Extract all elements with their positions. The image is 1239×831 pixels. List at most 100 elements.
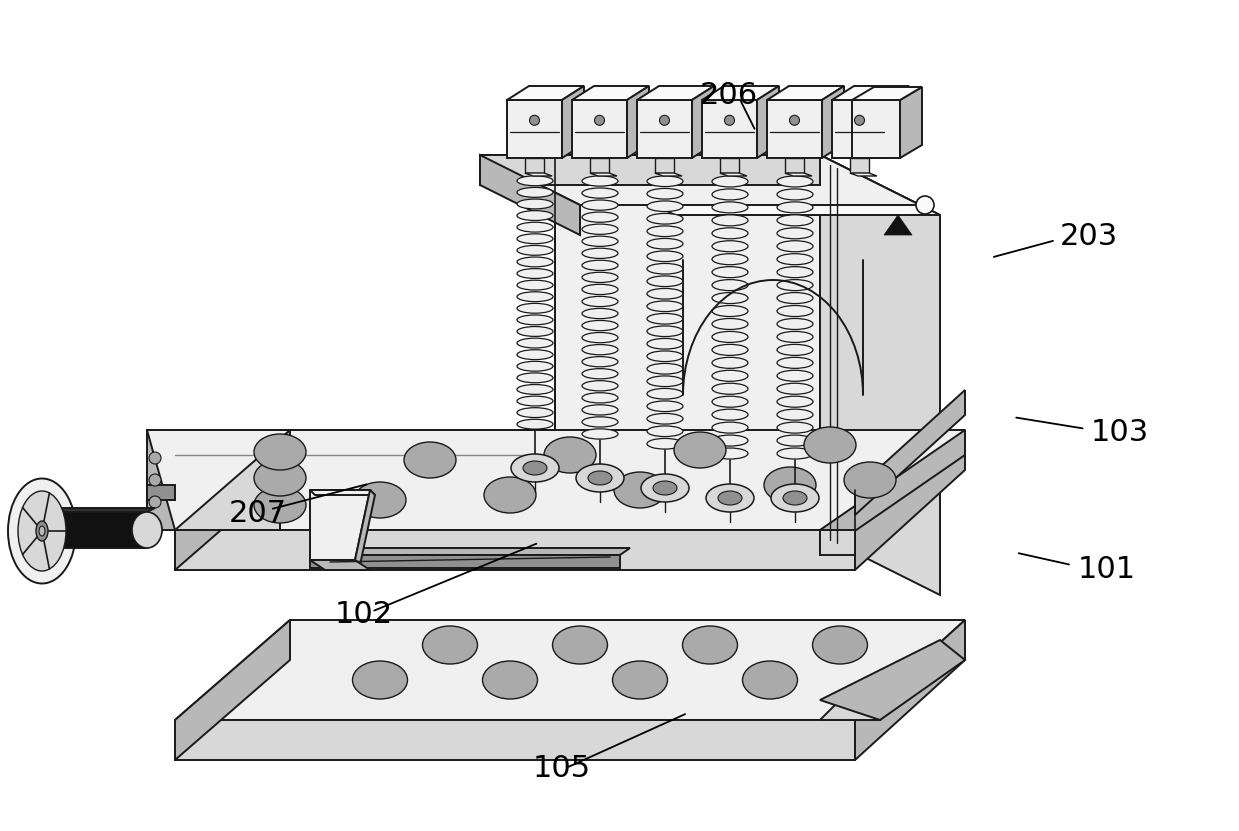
- Polygon shape: [900, 87, 922, 158]
- Polygon shape: [786, 158, 804, 173]
- Ellipse shape: [647, 414, 683, 424]
- Ellipse shape: [254, 487, 306, 523]
- Ellipse shape: [783, 491, 807, 505]
- Ellipse shape: [647, 376, 683, 386]
- Ellipse shape: [517, 361, 553, 371]
- Ellipse shape: [133, 512, 162, 548]
- Polygon shape: [850, 173, 877, 176]
- Polygon shape: [479, 155, 580, 235]
- Ellipse shape: [712, 332, 748, 342]
- Ellipse shape: [149, 496, 161, 508]
- Ellipse shape: [422, 626, 477, 664]
- Ellipse shape: [712, 202, 748, 213]
- Ellipse shape: [777, 448, 813, 459]
- Ellipse shape: [712, 241, 748, 252]
- Polygon shape: [703, 86, 779, 100]
- Ellipse shape: [647, 388, 683, 399]
- Ellipse shape: [777, 176, 813, 187]
- Polygon shape: [820, 430, 965, 555]
- Polygon shape: [767, 86, 844, 100]
- Ellipse shape: [804, 427, 856, 463]
- Ellipse shape: [777, 293, 813, 303]
- Ellipse shape: [712, 279, 748, 291]
- Polygon shape: [703, 100, 757, 158]
- Polygon shape: [720, 173, 747, 176]
- Ellipse shape: [844, 462, 896, 498]
- Polygon shape: [563, 86, 584, 158]
- Ellipse shape: [576, 464, 624, 492]
- Ellipse shape: [855, 116, 865, 125]
- Polygon shape: [175, 620, 965, 720]
- Polygon shape: [356, 490, 375, 565]
- Ellipse shape: [517, 234, 553, 243]
- Polygon shape: [175, 720, 855, 760]
- Ellipse shape: [517, 315, 553, 325]
- Ellipse shape: [712, 253, 748, 265]
- Ellipse shape: [517, 350, 553, 360]
- Polygon shape: [175, 430, 965, 530]
- Ellipse shape: [777, 371, 813, 381]
- Ellipse shape: [647, 214, 683, 224]
- Ellipse shape: [712, 176, 748, 187]
- Text: 101: 101: [1078, 555, 1136, 583]
- Ellipse shape: [659, 116, 669, 125]
- Polygon shape: [572, 86, 649, 100]
- Ellipse shape: [916, 196, 934, 214]
- Ellipse shape: [353, 661, 408, 699]
- Polygon shape: [855, 430, 965, 570]
- Ellipse shape: [647, 226, 683, 237]
- Text: 203: 203: [1059, 223, 1118, 251]
- Polygon shape: [850, 158, 869, 173]
- Text: 103: 103: [1090, 418, 1149, 446]
- Ellipse shape: [777, 202, 813, 213]
- Ellipse shape: [712, 318, 748, 329]
- Ellipse shape: [582, 248, 618, 258]
- Text: 102: 102: [335, 601, 393, 629]
- Ellipse shape: [683, 626, 737, 664]
- Polygon shape: [507, 86, 584, 100]
- Polygon shape: [855, 620, 965, 760]
- Ellipse shape: [582, 212, 618, 222]
- Polygon shape: [757, 86, 779, 158]
- Ellipse shape: [517, 373, 553, 383]
- Polygon shape: [820, 640, 965, 720]
- Ellipse shape: [712, 435, 748, 446]
- Ellipse shape: [647, 313, 683, 324]
- Ellipse shape: [544, 437, 596, 473]
- Ellipse shape: [404, 442, 456, 478]
- Polygon shape: [655, 173, 681, 176]
- Text: 105: 105: [533, 755, 591, 783]
- Polygon shape: [479, 155, 921, 205]
- Ellipse shape: [615, 472, 667, 508]
- Ellipse shape: [647, 439, 683, 449]
- Ellipse shape: [595, 116, 605, 125]
- Ellipse shape: [582, 393, 618, 403]
- Ellipse shape: [653, 481, 676, 495]
- Polygon shape: [693, 86, 714, 158]
- Ellipse shape: [517, 385, 553, 395]
- Ellipse shape: [582, 321, 618, 331]
- Ellipse shape: [647, 176, 683, 187]
- Ellipse shape: [582, 176, 618, 186]
- Ellipse shape: [647, 338, 683, 349]
- Ellipse shape: [712, 344, 748, 356]
- Polygon shape: [887, 86, 909, 158]
- Ellipse shape: [647, 238, 683, 249]
- Polygon shape: [310, 490, 375, 495]
- Polygon shape: [175, 530, 855, 570]
- Polygon shape: [479, 155, 820, 185]
- Ellipse shape: [517, 327, 553, 337]
- Ellipse shape: [777, 267, 813, 278]
- Ellipse shape: [813, 626, 867, 664]
- Ellipse shape: [582, 381, 618, 391]
- Ellipse shape: [717, 491, 742, 505]
- Polygon shape: [833, 86, 909, 100]
- Ellipse shape: [742, 661, 798, 699]
- Ellipse shape: [254, 460, 306, 496]
- Ellipse shape: [582, 369, 618, 379]
- Ellipse shape: [517, 176, 553, 185]
- Polygon shape: [767, 100, 821, 158]
- Ellipse shape: [771, 484, 819, 512]
- Ellipse shape: [647, 263, 683, 274]
- Ellipse shape: [777, 396, 813, 407]
